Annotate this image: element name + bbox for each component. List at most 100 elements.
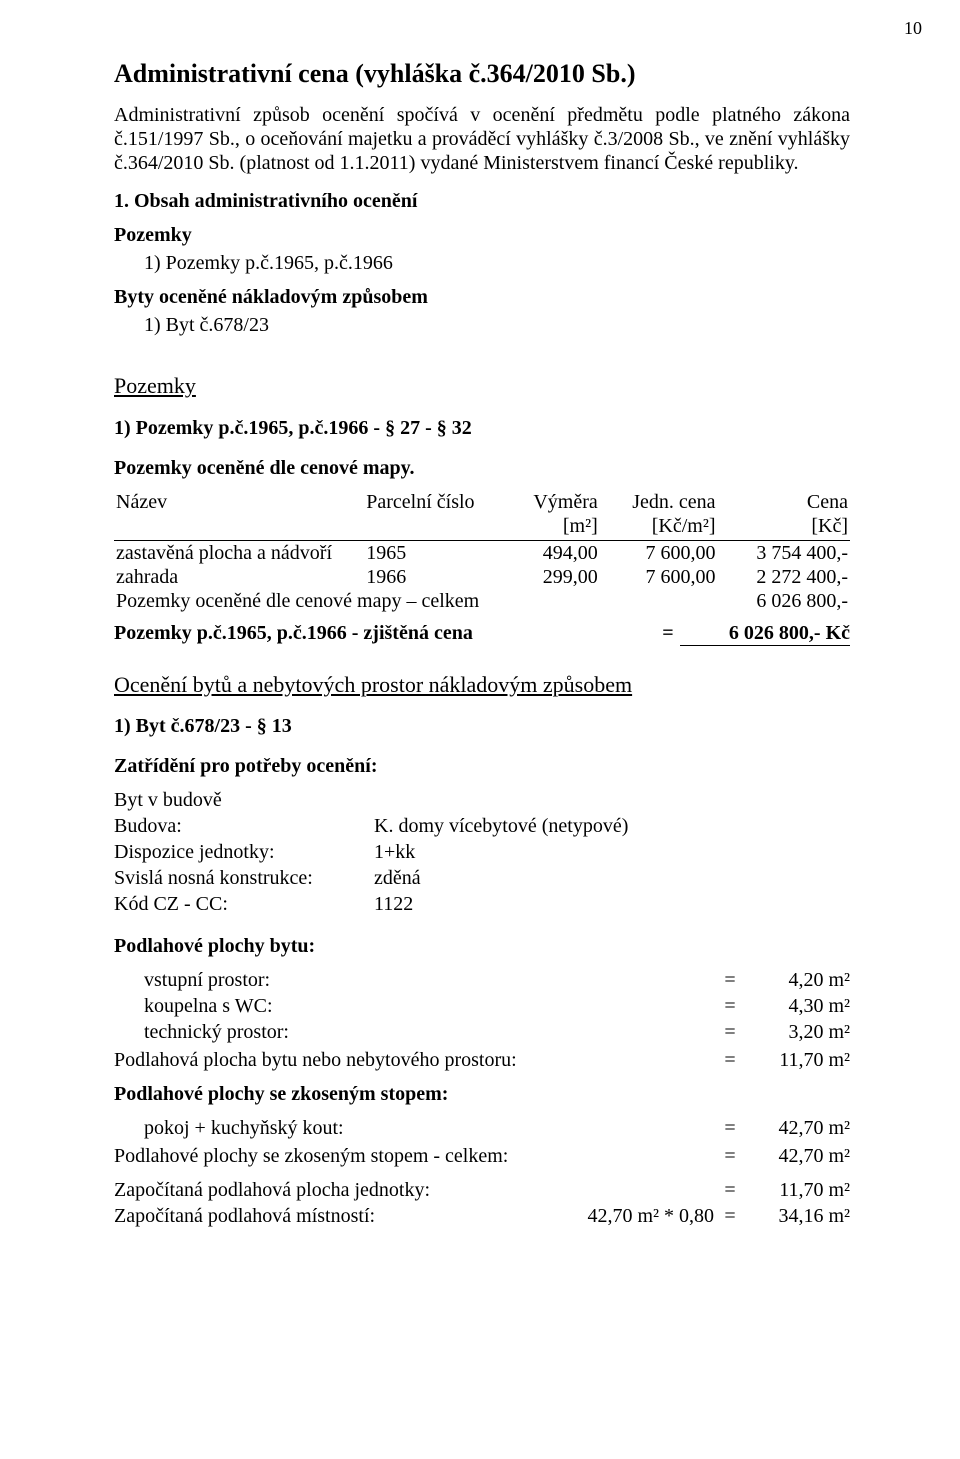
oceneni-heading: Ocenění bytů a nebytových prostor náklad… [114,672,850,698]
area-label: koupelna s WC: [144,994,534,1018]
kv-key: Byt v budově [114,788,374,812]
table-row: zahrada 1966 299,00 7 600,00 2 272 400,- [114,565,850,589]
zjistena-label: Pozemky p.č.1965, p.č.1966 - zjištěná ce… [114,621,656,646]
area-label: vstupní prostor: [144,968,534,992]
cell-total: 2 272 400,- [718,565,851,589]
kv-value: K. domy vícebytové (netypové) [374,814,850,838]
equals-sign: = [720,1116,740,1140]
zkoseny-title: Podlahové plochy se zkoseným stopem: [114,1082,850,1106]
area-label: Podlahová plocha bytu nebo nebytového pr… [114,1048,534,1072]
area-row: koupelna s WC: = 4,30 m² [114,994,850,1018]
area-mid [534,1178,720,1202]
area-mid [534,1048,720,1072]
plochy-title: Podlahové plochy bytu: [114,934,850,958]
area-label: Podlahové plochy se zkoseným stopem - ce… [114,1144,534,1168]
pozemky-heading: Pozemky [114,373,850,399]
kv-key: Budova: [114,814,374,838]
area-value: 34,16 m² [740,1204,850,1228]
kv-key: Dispozice jednotky: [114,840,374,864]
byt-heading: 1) Byt č.678/23 - § 13 [114,714,850,738]
col-vymera: Výměra [497,490,600,514]
area-value: 4,20 m² [740,968,850,992]
kv-value [374,788,850,812]
kv-row: Dispozice jednotky: 1+kk [114,840,850,864]
equals-sign: = [720,1020,740,1044]
obsah-title: 1. Obsah administrativního ocenění [114,189,850,213]
area-mid [534,968,720,992]
kv-value: 1122 [374,892,850,916]
equals-sign: = [656,621,680,646]
cell-total: 3 754 400,- [718,540,851,565]
kv-row: Budova: K. domy vícebytové (netypové) [114,814,850,838]
kv-key: Kód CZ - CC: [114,892,374,916]
area-mid [534,1020,720,1044]
zatrideni-title: Zatřídění pro potřeby ocenění: [114,754,850,778]
kv-key: Svislá nosná konstrukce: [114,866,374,890]
col-cena-unit: [Kč/m²] [600,514,718,541]
area-mid: 42,70 m² * 0,80 [534,1204,720,1228]
sum-total: 6 026 800,- [718,589,851,613]
area-label: Započítaná podlahová plocha jednotky: [114,1178,534,1202]
area-value: 42,70 m² [740,1116,850,1140]
cell-cena: 7 600,00 [600,565,718,589]
pozemky-table: Název Parcelní číslo Výměra Jedn. cena C… [114,490,850,613]
zjistena-value: 6 026 800,- Kč [680,621,850,646]
zjistena-cena-row: Pozemky p.č.1965, p.č.1966 - zjištěná ce… [114,621,850,646]
area-value: 11,70 m² [740,1048,850,1072]
cell-vymera: 299,00 [497,565,600,589]
area-value: 4,30 m² [740,994,850,1018]
kv-value: 1+kk [374,840,850,864]
col-nazev: Název [114,490,364,514]
area-label: pokoj + kuchyňský kout: [144,1116,534,1140]
area-sum-row: Podlahová plocha bytu nebo nebytového pr… [114,1048,850,1072]
table-header-row-2: [m²] [Kč/m²] [Kč] [114,514,850,541]
table-row: zastavěná plocha a nádvoří 1965 494,00 7… [114,540,850,565]
area-row: Započítaná podlahová plocha jednotky: = … [114,1178,850,1202]
mapy-title: Pozemky oceněné dle cenové mapy. [114,456,850,480]
byty-item: 1) Byt č.678/23 [144,313,850,337]
equals-sign: = [720,1204,740,1228]
main-title: Administrativní cena (vyhláška č.364/201… [114,58,850,89]
area-label: technický prostor: [144,1020,534,1044]
area-value: 3,20 m² [740,1020,850,1044]
kv-row: Kód CZ - CC: 1122 [114,892,850,916]
kv-row: Byt v budově [114,788,850,812]
equals-sign: = [720,1048,740,1072]
area-mid [534,994,720,1018]
cell-vymera: 494,00 [497,540,600,565]
page-number: 10 [904,18,922,40]
intro-paragraph: Administrativní způsob ocenění spočívá v… [114,103,850,175]
equals-sign: = [720,994,740,1018]
col-total-unit: [Kč] [718,514,851,541]
sum-label: Pozemky oceněné dle cenové mapy – celkem [114,589,718,613]
area-label: Započítaná podlahová místností: [114,1204,534,1228]
cell-nazev: zastavěná plocha a nádvoří [114,540,364,565]
pozemky-item: 1) Pozemky p.č.1965, p.č.1966 [144,251,850,275]
equals-sign: = [720,1144,740,1168]
kv-value: zděná [374,866,850,890]
area-row: technický prostor: = 3,20 m² [114,1020,850,1044]
area-sum-row: Podlahové plochy se zkoseným stopem - ce… [114,1144,850,1168]
equals-sign: = [720,1178,740,1202]
area-row: Započítaná podlahová místností: 42,70 m²… [114,1204,850,1228]
area-row: vstupní prostor: = 4,20 m² [114,968,850,992]
cell-cena: 7 600,00 [600,540,718,565]
equals-sign: = [720,968,740,992]
col-parc: Parcelní číslo [364,490,496,514]
table-sum-row: Pozemky oceněné dle cenové mapy – celkem… [114,589,850,613]
col-vymera-unit: [m²] [497,514,600,541]
area-mid [534,1116,720,1140]
cell-parc: 1965 [364,540,496,565]
col-cena: Jedn. cena [600,490,718,514]
col-total: Cena [718,490,851,514]
cell-nazev: zahrada [114,565,364,589]
table-header-row-1: Název Parcelní číslo Výměra Jedn. cena C… [114,490,850,514]
area-row: pokoj + kuchyňský kout: = 42,70 m² [114,1116,850,1140]
document-page: 10 Administrativní cena (vyhláška č.364/… [0,0,960,1459]
area-value: 42,70 m² [740,1144,850,1168]
byty-label: Byty oceněné nákladovým způsobem [114,285,850,309]
kv-row: Svislá nosná konstrukce: zděná [114,866,850,890]
pozemky-sub: 1) Pozemky p.č.1965, p.č.1966 - § 27 - §… [114,416,850,440]
cell-parc: 1966 [364,565,496,589]
area-value: 11,70 m² [740,1178,850,1202]
